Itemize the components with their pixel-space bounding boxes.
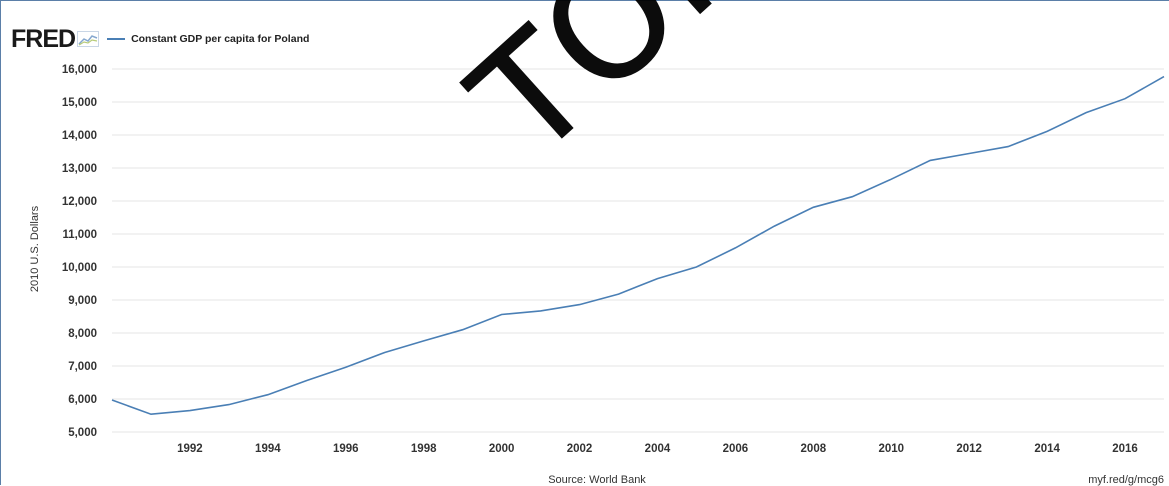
y-tick-label: 11,000 bbox=[62, 229, 97, 241]
x-tick-label: 2016 bbox=[1112, 443, 1138, 455]
x-tick-label: 1994 bbox=[255, 443, 281, 455]
y-tick-label: 7,000 bbox=[68, 361, 97, 373]
y-tick-label: 14,000 bbox=[62, 130, 97, 142]
chart-logo-icon bbox=[77, 31, 100, 47]
legend-swatch bbox=[107, 38, 126, 40]
legend-label[interactable]: Constant GDP per capita for Poland bbox=[131, 33, 310, 45]
chart-header: FRED Constant GDP per capita for Poland bbox=[11, 25, 309, 53]
y-tick-label: 12,000 bbox=[62, 196, 97, 208]
x-tick-label: 2010 bbox=[878, 443, 904, 455]
grid-layer bbox=[112, 68, 1164, 433]
y-tick-label: 15,000 bbox=[62, 97, 97, 109]
x-tick-label: 1992 bbox=[177, 443, 203, 455]
y-tick-label: 10,000 bbox=[62, 262, 97, 274]
y-tick-label: 16,000 bbox=[62, 64, 97, 76]
short-link[interactable]: myf.red/g/mcg6 bbox=[1088, 474, 1164, 486]
x-tick-label: 2004 bbox=[645, 443, 671, 455]
x-tick-label: 2012 bbox=[956, 443, 982, 455]
x-tick-label: 2002 bbox=[567, 443, 593, 455]
y-tick-label: 9,000 bbox=[68, 295, 97, 307]
x-tick-label: 2006 bbox=[723, 443, 749, 455]
y-tick-label: 6,000 bbox=[68, 394, 97, 406]
y-tick-label: 13,000 bbox=[62, 163, 97, 175]
y-tick-label: 5,000 bbox=[68, 427, 97, 439]
y-axis-label: 2010 U.S. Dollars bbox=[29, 205, 41, 292]
y-axis: 5,000 6,000 7,000 8,000 9,000 10,000 11,000 12,… bbox=[62, 64, 97, 439]
series-line-poland-gdp bbox=[111, 75, 1165, 416]
x-axis: 1992 1994 1996 1998 2000 2002 2004 2006 2008 2010… bbox=[177, 443, 1138, 455]
source-label: Source: World Bank bbox=[548, 474, 646, 486]
x-tick-label: 2014 bbox=[1034, 443, 1060, 455]
x-tick-label: 1998 bbox=[411, 443, 437, 455]
x-tick-label: 2000 bbox=[489, 443, 515, 455]
y-tick-label: 8,000 bbox=[68, 328, 97, 340]
fred-logo[interactable]: FRED bbox=[11, 24, 76, 53]
x-tick-label: 2008 bbox=[801, 443, 827, 455]
x-tick-label: 1996 bbox=[333, 443, 359, 455]
